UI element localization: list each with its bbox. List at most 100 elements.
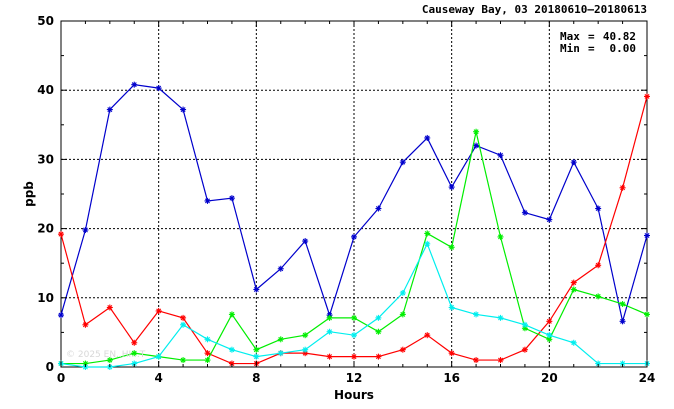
data-point [497, 233, 504, 240]
data-point [253, 286, 260, 293]
data-point [473, 311, 480, 318]
data-point [399, 311, 406, 318]
data-point [58, 231, 64, 238]
data-point [375, 328, 382, 335]
data-point [497, 314, 504, 321]
data-point [228, 311, 235, 318]
data-point [473, 128, 480, 135]
max-eq: = [588, 30, 595, 43]
data-point [424, 230, 431, 237]
data-point [595, 205, 602, 212]
data-point [302, 332, 309, 339]
x-tick-label: 4 [154, 371, 162, 385]
max-label: Max [560, 30, 580, 43]
data-point [448, 244, 455, 251]
data-point [326, 353, 333, 360]
data-point [644, 232, 650, 239]
y-tick-label: 50 [37, 14, 54, 28]
data-point [448, 350, 455, 357]
data-point [521, 209, 528, 216]
data-point [155, 307, 162, 314]
x-tick-label: 0 [57, 371, 65, 385]
data-point [204, 357, 211, 364]
data-point [326, 314, 333, 321]
data-point [424, 332, 431, 339]
data-point [375, 353, 382, 360]
data-point [277, 350, 284, 357]
y-tick-label: 20 [37, 222, 54, 236]
data-point [82, 226, 89, 233]
data-point [253, 353, 260, 360]
data-point [180, 357, 187, 364]
x-tick-label: 8 [252, 371, 260, 385]
data-point [399, 159, 406, 166]
data-point [106, 357, 113, 364]
data-point [570, 159, 577, 166]
x-tick-label: 24 [639, 371, 656, 385]
data-point [131, 350, 138, 357]
data-point [277, 265, 284, 272]
data-point [180, 106, 187, 113]
data-point [497, 152, 504, 159]
min-label: Min [560, 42, 580, 55]
data-point [180, 314, 187, 321]
data-point [204, 197, 211, 204]
x-axis-title: Hours [334, 388, 374, 402]
data-point [302, 238, 309, 245]
y-tick-label: 10 [37, 291, 54, 305]
data-point [82, 321, 89, 328]
data-point [155, 353, 162, 360]
data-point [619, 318, 626, 325]
data-point [131, 360, 138, 367]
ticks: 0 4 8 12 16 20 24 0 10 20 30 40 50 [37, 14, 655, 385]
data-point [424, 134, 431, 141]
grid [61, 21, 647, 367]
data-point [131, 81, 138, 88]
data-point [424, 240, 431, 247]
min-eq: = [588, 42, 595, 55]
x-tick-label: 12 [346, 371, 363, 385]
data-point [546, 216, 553, 223]
data-point [570, 339, 577, 346]
data-point [644, 93, 650, 100]
x-tick-label: 20 [541, 371, 558, 385]
data-point [228, 346, 235, 353]
data-point [619, 301, 626, 308]
data-point [399, 289, 406, 296]
data-point [253, 346, 260, 353]
watermark: © 2025 EN..HI...T [66, 350, 146, 360]
data-point [473, 142, 480, 149]
data-point [521, 321, 528, 328]
y-tick-label: 30 [37, 152, 54, 166]
data-point [58, 312, 64, 319]
data-point [619, 184, 626, 191]
min-value: 0.00 [610, 42, 637, 55]
data-point [570, 279, 577, 286]
data-point [546, 318, 553, 325]
y-tick-label: 0 [46, 360, 54, 374]
data-point [106, 106, 113, 113]
y-tick-label: 40 [37, 83, 54, 97]
data-point [570, 286, 577, 293]
data-point [595, 262, 602, 269]
y-axis-title: ppb [22, 181, 36, 207]
data-point [644, 311, 650, 318]
data-point [351, 353, 357, 360]
data-point [155, 85, 162, 92]
x-tick-label: 16 [443, 371, 460, 385]
data-point [351, 233, 357, 240]
data-point [546, 332, 553, 339]
data-point [131, 339, 138, 346]
data-point [448, 304, 455, 311]
data-point [180, 321, 187, 328]
data-point [277, 336, 284, 343]
data-point [302, 346, 309, 353]
chart-title: Causeway Bay, 03 20180610–20180613 [422, 3, 647, 16]
data-point [521, 346, 528, 353]
data-point [399, 346, 406, 353]
data-point [351, 332, 357, 339]
data-point [473, 357, 480, 364]
data-point [228, 195, 235, 202]
max-value: 40.82 [603, 30, 636, 43]
